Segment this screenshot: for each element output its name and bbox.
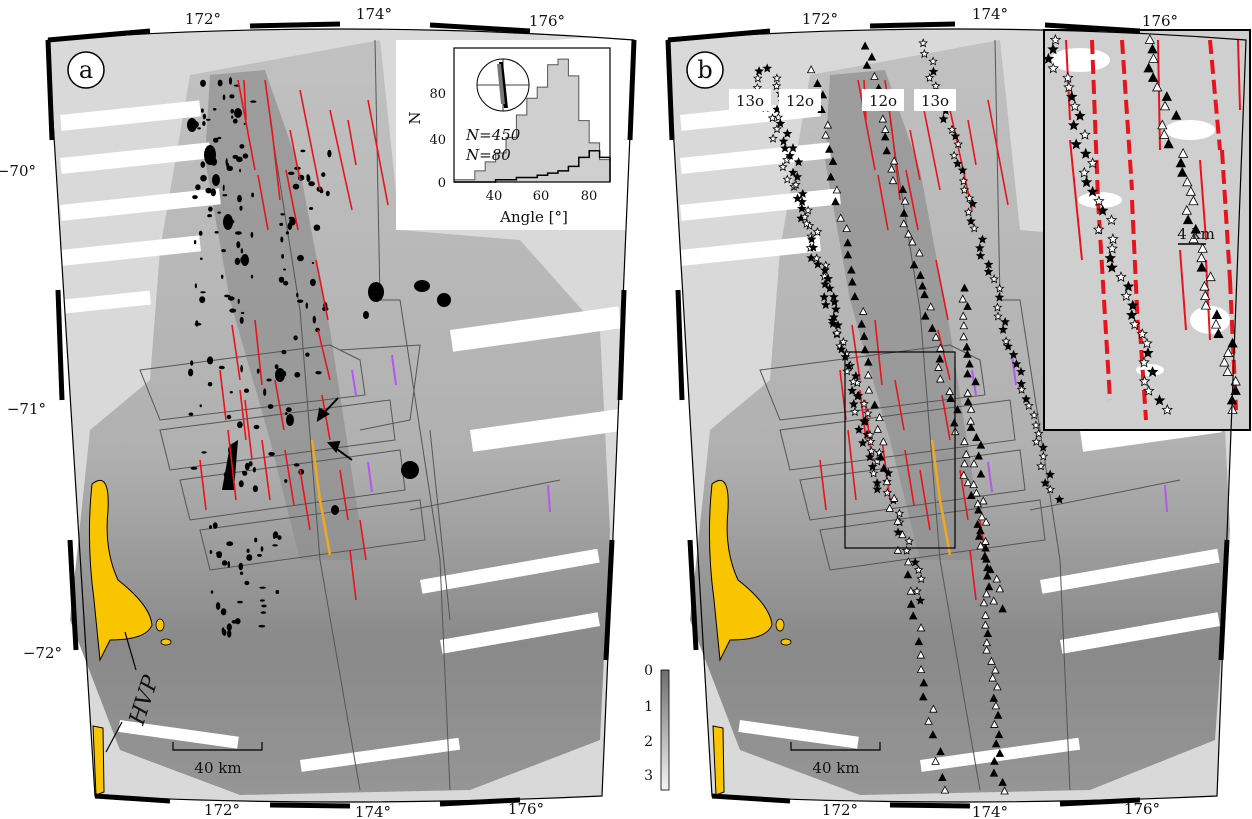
- hvp-leader-bottom: [105, 721, 123, 753]
- faults-a: [199, 79, 389, 601]
- depth-colorbar: [660, 669, 670, 791]
- histogram-xtick-1: 60: [533, 189, 550, 204]
- ridge-band-b: [825, 70, 985, 560]
- ridge-band-a: [205, 70, 365, 560]
- histogram-ylabel: N: [406, 111, 424, 124]
- scale-bar-b: [790, 742, 881, 751]
- histogram-n-all: N=450: [465, 126, 521, 144]
- depth-legend: 0 1 2 3: [644, 663, 670, 791]
- lon-top-a-2: 176°: [529, 12, 565, 30]
- lat-a-1: −71°: [7, 400, 46, 418]
- lon-bottom-a-0: 172°: [204, 801, 240, 819]
- zoom-inset-gaps: [1050, 48, 1230, 376]
- zoom-inset-scale-text: 4 km: [1177, 225, 1215, 243]
- depth-label-0: 0: [644, 663, 653, 679]
- orange-fault-a: [310, 439, 332, 556]
- panel-label-circle-a: [67, 51, 105, 89]
- chron-label-2: 12o: [869, 92, 897, 110]
- seamounts-a: [187, 77, 451, 638]
- chron-label-1: 12o: [786, 92, 814, 110]
- panel-label-a: a: [79, 56, 93, 84]
- scale-text-a: 40 km: [194, 759, 241, 777]
- lat-a-2: −72°: [23, 644, 62, 662]
- chron-label-0: 13o: [736, 92, 764, 110]
- panel-label-circle-b: [686, 51, 724, 89]
- purple-faults-a: [351, 354, 551, 513]
- lon-bottom-a-2: 176°: [508, 800, 544, 818]
- panel-b: 13o 12o 12o 13o 4 km 40 km b: [665, 5, 1251, 819]
- magnetic-picks-b: [752, 38, 1065, 795]
- histogram-ytick-0: 0: [438, 176, 446, 191]
- depth-label-2: 2: [644, 734, 653, 750]
- chron-labels: 13o 12o 12o 13o: [729, 89, 956, 111]
- histogram-ytick-1: 40: [429, 133, 446, 148]
- zoom-inset: 4 km: [1042, 29, 1251, 431]
- frame-ticks-a: [45, 21, 637, 809]
- zoom-inset-picks: [1042, 33, 1241, 415]
- lon-top-a-1: 174°: [356, 5, 392, 23]
- lon-top-b-2: 176°: [1142, 12, 1178, 30]
- histogram-xtick-2: 80: [581, 189, 598, 204]
- hvp-leader-top: [124, 631, 137, 671]
- histogram-xlabel: Angle [°]: [499, 208, 568, 226]
- lat-a-0: −70°: [0, 162, 36, 180]
- lon-top-b-0: 172°: [802, 10, 838, 28]
- frame-border-b: [667, 28, 1247, 803]
- panel-label-b: b: [697, 56, 712, 84]
- lon-bottom-b-1: 174°: [972, 803, 1008, 819]
- rose-diagram: [476, 58, 530, 112]
- ship-tracks-a: [139, 39, 561, 791]
- lon-bottom-a-1: 174°: [355, 803, 391, 819]
- histogram-ytick-2: 80: [429, 87, 446, 102]
- scale-text-b: 40 km: [812, 759, 859, 777]
- histogram-frame: [453, 47, 611, 183]
- panel-a: HVP 40 km a N Angle [°] 0 40 80 40 60 80…: [0, 5, 637, 819]
- orange-fault-b: [930, 439, 952, 556]
- lon-bottom-b-2: 176°: [1124, 800, 1160, 818]
- histogram-all-bars: [453, 58, 611, 183]
- histogram-n-sub: N=80: [465, 146, 511, 164]
- lon-bottom-b-0: 172°: [822, 801, 858, 819]
- scale-bar-a: [172, 742, 263, 751]
- depth-label-3: 3: [644, 768, 653, 784]
- land-b: [708, 479, 773, 662]
- land-a-south: [92, 725, 105, 796]
- frame-ticks-b: [665, 21, 1230, 809]
- chron-label-3: 13o: [921, 92, 949, 110]
- arrows-a: [316, 397, 353, 461]
- depth-label-1: 1: [644, 699, 653, 715]
- lon-top-a-0: 172°: [185, 10, 221, 28]
- histogram-xtick-0: 40: [486, 189, 503, 204]
- islets-a: [155, 618, 172, 646]
- lon-top-b-1: 174°: [972, 5, 1008, 23]
- land-a: [88, 479, 153, 662]
- zoom-rectangle: [844, 351, 956, 549]
- land-b-south: [712, 725, 725, 796]
- islets-b: [775, 618, 792, 646]
- ship-tracks-b: [759, 39, 1181, 791]
- histogram-inset: N Angle [°] 0 40 80 40 60 80 N=450 N=80: [396, 40, 632, 230]
